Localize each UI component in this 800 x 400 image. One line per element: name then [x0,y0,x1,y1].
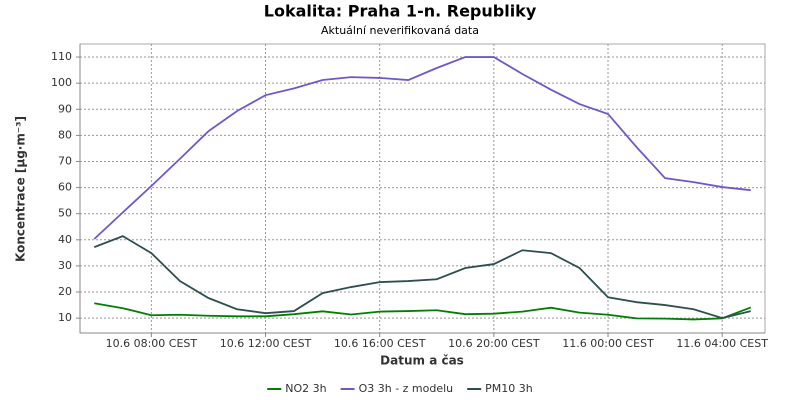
x-axis-label: Datum a čas [380,354,464,368]
y-tick-label: 80 [58,128,72,141]
y-tick-label: 60 [58,181,72,194]
y-tick-label: 10 [58,311,72,324]
chart-subtitle: Aktuální neverifikovaná data [321,24,479,37]
y-tick-label: 70 [58,154,72,167]
y-tick-label: 110 [51,50,72,63]
legend-label: PM10 3h [485,382,533,395]
y-tick-label: 100 [51,76,72,89]
series-line [93,56,751,240]
y-tick-label: 50 [58,207,72,220]
y-tick-label: 20 [58,285,72,298]
legend-label: NO2 3h [285,382,326,395]
x-tick-label: 11.6 00:00 CEST [562,337,654,350]
plot-area [79,43,766,334]
x-tick-label: 11.6 04:00 CEST [676,337,768,350]
x-tick-label: 10.6 08:00 CEST [106,337,198,350]
x-tick-label: 10.6 12:00 CEST [220,337,312,350]
y-tick-label: 30 [58,259,72,272]
x-tick-label: 10.6 20:00 CEST [448,337,540,350]
series-line [94,302,752,321]
y-tick-label: 90 [58,102,72,115]
legend-label: O3 3h - z modelu [359,382,454,395]
chart-title: Lokalita: Praha 1-n. Republiky [264,2,537,21]
y-tick-label: 40 [58,233,72,246]
series-line [93,235,751,320]
y-axis-label: Koncentrace [µg·m⁻³] [14,116,28,262]
x-tick-label: 10.6 16:00 CEST [334,337,426,350]
